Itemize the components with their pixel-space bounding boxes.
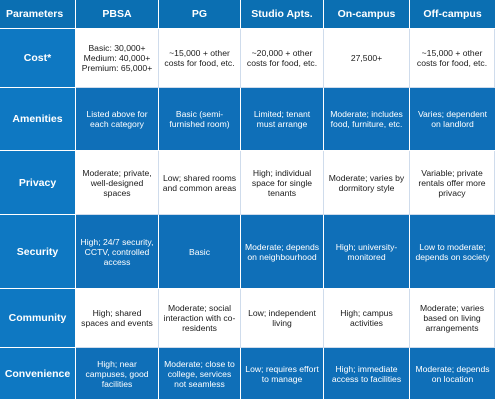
table-cell: High; university-monitored [324,215,410,289]
row-label-amenities: Amenities [0,88,76,151]
table-cell: Listed above for each category [76,88,159,151]
table-cell: ~15,000 + other costs for food, etc. [410,29,495,88]
table-cell: Varies; dependent on landlord [410,88,495,151]
table-cell: Moderate; social interaction with co-res… [159,289,241,348]
header-studio-apts: Studio Apts. [241,0,324,29]
table-cell: 27,500+ [324,29,410,88]
row-label-privacy: Privacy [0,151,76,215]
table-cell: High; near campuses, good facilities [76,348,159,400]
row-label-security: Security [0,215,76,289]
table-cell: Basic: 30,000+ Medium: 40,000+ Premium: … [76,29,159,88]
table-cell: Moderate; private, well-designed spaces [76,151,159,215]
table-cell: Moderate; varies by dormitory style [324,151,410,215]
table-cell: Low; requires effort to manage [241,348,324,400]
table-cell: High; campus activities [324,289,410,348]
table-cell: Limited; tenant must arrange [241,88,324,151]
table-cell: Moderate; includes food, furniture, etc. [324,88,410,151]
table-cell: Moderate; varies based on living arrange… [410,289,495,348]
table-cell: Variable; private rentals offer more pri… [410,151,495,215]
header-parameters: Parameters [0,0,76,29]
table-cell: Moderate; close to college, services not… [159,348,241,400]
row-label-convenience: Convenience [0,348,76,400]
header-off-campus: Off-campus [410,0,495,29]
row-label-community: Community [0,289,76,348]
header-pbsa: PBSA [76,0,159,29]
table-cell: High; shared spaces and events [76,289,159,348]
table-cell: Basic [159,215,241,289]
table-cell: ~15,000 + other costs for food, etc. [159,29,241,88]
row-label-cost: Cost* [0,29,76,88]
table-cell: High; immediate access to facilities [324,348,410,400]
table-cell: Moderate; depends on location [410,348,495,400]
table-cell: Low; independent living [241,289,324,348]
table-cell: ~20,000 + other costs for food, etc. [241,29,324,88]
header-pg: PG [159,0,241,29]
table-cell: Moderate; depends on neighbourhood [241,215,324,289]
table-cell: Low; shared rooms and common areas [159,151,241,215]
header-on-campus: On-campus [324,0,410,29]
table-cell: Low to moderate; depends on society [410,215,495,289]
table-cell: High; 24/7 security, CCTV, controlled ac… [76,215,159,289]
table-cell: Basic (semi-furnished room) [159,88,241,151]
table-cell: High; individual space for single tenant… [241,151,324,215]
